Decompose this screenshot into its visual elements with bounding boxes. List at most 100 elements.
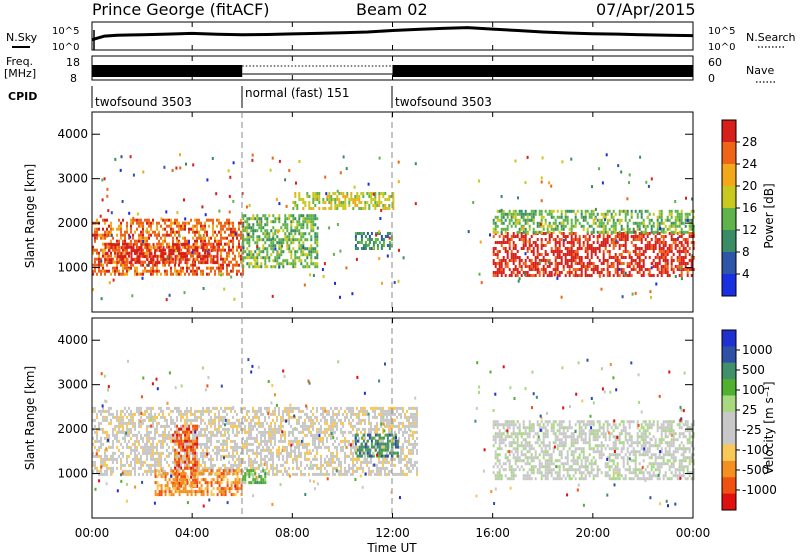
heat-cell: [244, 430, 246, 434]
heat-cell: [264, 427, 266, 431]
heat-cell: [374, 192, 377, 195]
heat-cell: [182, 266, 184, 270]
heat-cell: [142, 255, 145, 259]
heat-cell: [250, 460, 252, 464]
heat-cell: [146, 439, 148, 443]
heat-cell: [340, 445, 342, 449]
heat-cell: [272, 469, 274, 473]
heat-cell: [226, 454, 228, 458]
heat-cell: [170, 472, 172, 476]
heat-cell: [602, 212, 605, 216]
heat-cell: [308, 466, 310, 470]
heat-cell: [146, 246, 149, 250]
heat-cell: [384, 192, 387, 195]
heat-cell: [492, 262, 495, 265]
heat-cell: [304, 451, 306, 455]
heat-cell: [192, 248, 194, 252]
heat-cell: [244, 460, 246, 464]
heat-cell: [506, 253, 509, 256]
heat-cell: [362, 232, 365, 235]
heat-scatter: [541, 156, 544, 160]
heat-cell: [334, 412, 336, 416]
heat-cell: [100, 427, 102, 431]
heat-cell: [130, 415, 132, 419]
heat-cell: [288, 250, 291, 254]
heat-cell: [208, 406, 210, 410]
heat-cell: [232, 242, 234, 246]
heat-cell: [648, 212, 651, 216]
heat-cell: [492, 247, 495, 250]
heat-cell: [670, 215, 673, 219]
heat-cell: [566, 265, 569, 268]
heat-cell: [514, 268, 517, 271]
heat-cell: [148, 252, 151, 256]
heat-cell: [280, 241, 283, 245]
heat-cell: [664, 253, 667, 256]
heat-cell: [114, 415, 116, 419]
heat-cell: [256, 412, 258, 416]
heat-cell: [152, 255, 155, 259]
heat-cell: [346, 454, 348, 458]
heat-cell: [304, 445, 306, 449]
heat-cell: [320, 472, 322, 476]
heat-cell: [388, 241, 391, 244]
heat-cell: [242, 442, 244, 446]
heat-cell: [236, 430, 238, 434]
heat-cell: [350, 430, 352, 434]
heat-cell: [98, 227, 100, 231]
heat-scatter: [325, 192, 328, 196]
heat-scatter: [278, 159, 281, 163]
heat-cell: [334, 204, 337, 207]
heat-cell: [200, 433, 202, 437]
heat-cell: [238, 242, 240, 246]
heat-scatter: [639, 155, 642, 159]
heat-cell: [360, 451, 362, 455]
heat-cell: [602, 235, 605, 238]
heat-cell: [170, 221, 172, 225]
heat-cell: [506, 250, 509, 253]
heat-cell: [354, 457, 356, 461]
heat-cell: [384, 235, 387, 238]
heat-cell: [142, 224, 144, 228]
heat-cell: [352, 427, 354, 431]
heat-cell: [624, 238, 627, 241]
heat-cell: [194, 233, 196, 237]
heat-cell: [328, 198, 331, 201]
heat-cell: [532, 221, 535, 225]
heat-cell: [124, 421, 126, 425]
heat-cell: [190, 263, 192, 267]
heat-scatter: [500, 195, 503, 198]
heat-cell: [170, 233, 172, 237]
heat-cell: [120, 224, 122, 228]
heat-cell: [136, 460, 138, 464]
heat-cell: [364, 201, 367, 204]
heat-cell: [144, 451, 146, 455]
heat-cell: [182, 227, 184, 231]
cpid-label: CPID: [8, 90, 37, 103]
heat-cell: [200, 227, 202, 231]
heat-cell: [184, 227, 186, 231]
heat-cell: [136, 260, 138, 264]
heat-cell: [272, 433, 274, 437]
heat-cell: [96, 272, 98, 276]
heat-cell: [304, 433, 306, 437]
heat-cell: [148, 415, 150, 419]
heat-cell: [592, 218, 595, 222]
heat-cell: [130, 249, 133, 253]
heat-scatter: [100, 259, 103, 263]
heat-cell: [156, 415, 158, 419]
heat-cell: [260, 457, 262, 461]
heat-cell: [644, 209, 647, 213]
heat-cell: [180, 415, 182, 419]
heat-cell: [390, 238, 393, 241]
heat-cell: [284, 445, 286, 449]
heat-cell: [176, 466, 178, 470]
heat-cell: [220, 263, 222, 267]
heat-cell: [306, 214, 309, 218]
heat-cell: [546, 224, 549, 228]
heat-cell: [204, 236, 206, 240]
heat-cell: [376, 204, 379, 207]
heat-cell: [622, 262, 625, 265]
heat-cell: [586, 256, 589, 259]
heat-cell: [364, 430, 366, 434]
